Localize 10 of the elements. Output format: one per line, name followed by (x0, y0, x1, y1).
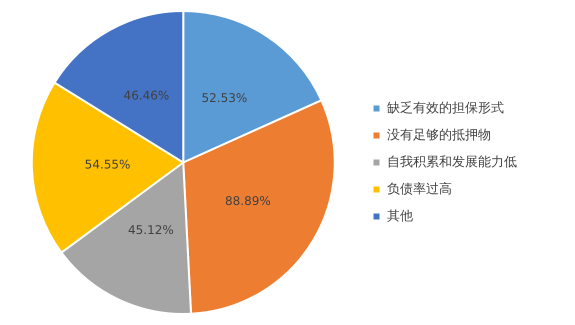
legend-label: 其他 (387, 208, 413, 224)
data-label: 88.89% (225, 194, 271, 208)
legend-label: 负债率过高 (387, 180, 452, 197)
legend-label: 自我积累和发展能力低 (387, 154, 517, 170)
data-label: 52.53% (201, 91, 248, 106)
data-label: 45.12% (128, 223, 174, 238)
legend-label: 缺乏有效的担保形式 (387, 100, 504, 116)
data-label: 46.46% (124, 88, 170, 102)
legend-label: 没有足够的抵押物 (387, 128, 491, 143)
data-label: 54.55% (84, 158, 130, 172)
